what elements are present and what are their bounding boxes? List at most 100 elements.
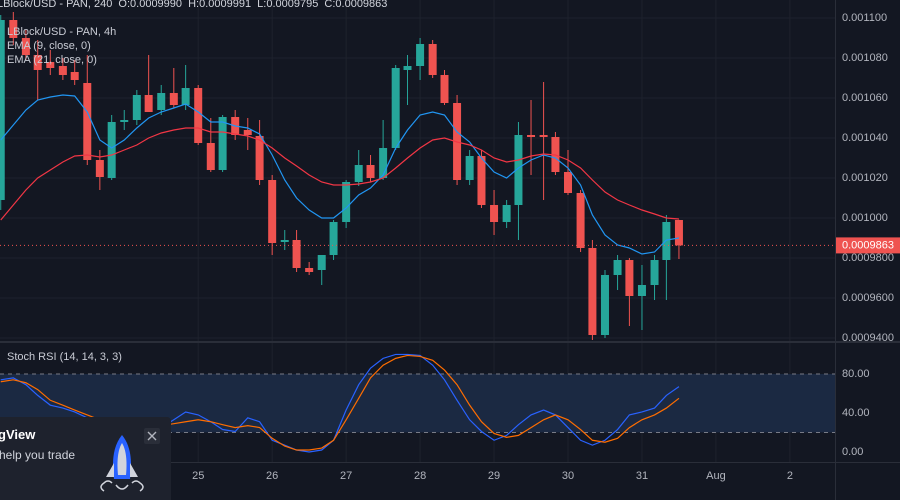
price-label-bg — [836, 237, 900, 254]
candle-body — [268, 180, 277, 243]
candle-body — [428, 44, 437, 75]
x-tick-label: 31 — [636, 470, 648, 482]
candle-body — [527, 135, 536, 137]
symbol-header: LBlock/USD - PAN, 240 O:0.0009990 H:0.00… — [0, 0, 390, 10]
candle-body — [674, 220, 683, 246]
candle-body — [329, 222, 338, 255]
candle-body — [194, 88, 203, 143]
candle-body — [58, 66, 67, 75]
y-tick-label: 0.001080 — [842, 52, 888, 64]
x-tick-label: 30 — [562, 470, 574, 482]
candle-body — [107, 122, 116, 178]
candle-body — [637, 285, 646, 296]
candle-body — [576, 193, 585, 248]
candle-body — [181, 88, 190, 105]
y-tick-label: 0.0009400 — [842, 332, 894, 344]
rocket-fins — [106, 463, 138, 477]
candle-body — [255, 136, 264, 180]
y-tick-label: 0.001020 — [842, 172, 888, 184]
candle-body — [465, 156, 474, 180]
candle-body — [70, 72, 79, 80]
ohlc-field: H:0.0009991 — [188, 0, 251, 10]
candle-body — [440, 75, 449, 103]
x-tick-label: 26 — [266, 470, 278, 482]
x-tick-label: 25 — [192, 470, 204, 482]
candle-body — [564, 172, 573, 193]
candle-body — [280, 240, 289, 242]
axes: 0.001100 0.001080 0.001060 0.001040 0.001020… — [7, 12, 900, 482]
ohlc-field: O:0.0009990 — [118, 0, 182, 10]
candle-body — [157, 93, 166, 110]
candle-body — [33, 55, 42, 70]
ohlc-value: 0.0009863 — [335, 0, 388, 10]
candle-body — [354, 165, 363, 182]
ohlc-value: 0.0009795 — [266, 0, 319, 10]
y-tick-label: 0.0009800 — [842, 252, 894, 264]
candle-body — [169, 93, 178, 105]
series-line — [0, 127, 679, 221]
candle-body — [416, 44, 425, 66]
y-tick-label: 80.00 — [842, 368, 870, 380]
rocket-icon — [100, 435, 144, 492]
y-tick-label: 0.001040 — [842, 132, 888, 144]
candle-body — [650, 260, 659, 285]
y-tick-label: 0.001060 — [842, 92, 888, 104]
ohlc-field: L:0.0009795 — [257, 0, 318, 10]
candle-body — [132, 95, 141, 120]
ohlc-label: O: — [118, 0, 131, 10]
legend-entry: EMA (9, close, 0) — [7, 40, 91, 52]
price-label: 0.0009863 — [842, 239, 894, 251]
candle-body — [514, 135, 523, 205]
candle-body — [600, 275, 609, 335]
y-tick-label: 0.001000 — [842, 212, 888, 224]
popup-title: gView — [0, 427, 36, 442]
candle-body — [342, 182, 351, 222]
candle-body — [0, 20, 5, 200]
ohlc-label: C: — [324, 0, 336, 10]
series-line — [0, 94, 680, 255]
ohlc-label: H: — [188, 0, 200, 10]
candle-body — [588, 248, 597, 335]
candle-body — [391, 68, 400, 148]
candle-body — [366, 165, 375, 178]
ohlc-value: 0.0009990 — [130, 0, 183, 10]
price-pane — [0, 12, 835, 340]
candle-body — [144, 95, 153, 112]
candle-body — [502, 205, 511, 222]
candle-body — [662, 222, 671, 260]
candle-body — [243, 130, 252, 135]
promo-popup: gView help you trade — [0, 417, 171, 500]
ohlc-value: 0.0009991 — [199, 0, 252, 10]
y-tick-label: 0.0009600 — [842, 292, 894, 304]
candle-body — [625, 260, 634, 296]
y-tick-label: 0.00 — [842, 446, 863, 458]
ohlc-label: L: — [257, 0, 267, 10]
candle-body — [21, 38, 30, 55]
candle-body — [379, 148, 388, 178]
candle-body — [477, 156, 486, 205]
rocket-window — [117, 443, 127, 475]
candle-body — [292, 240, 301, 268]
popup-text: help you trade — [0, 448, 76, 462]
close-icon[interactable] — [147, 431, 157, 441]
candle-body — [218, 117, 227, 170]
legend-entry: EMA (21, close, 0) — [7, 54, 97, 66]
symbol: LBlock/USD - PAN, 240 — [0, 0, 113, 10]
x-tick-label: 28 — [414, 470, 426, 482]
candle-body — [305, 268, 314, 272]
candle-body — [206, 143, 215, 170]
candle-body — [539, 135, 548, 137]
rocket-smoke — [100, 480, 144, 492]
legend-title: Stoch RSI (14, 14, 3, 3) — [7, 351, 122, 363]
close-button[interactable] — [144, 428, 160, 444]
x-tick-label: Aug — [706, 470, 726, 482]
candle-body — [317, 255, 326, 270]
candle-body — [46, 62, 55, 68]
legend-title: LBlock/USD - PAN, 4h — [7, 26, 116, 38]
ohlc-field: C:0.0009863 — [324, 0, 387, 10]
candle-body — [120, 120, 129, 122]
x-tick-label: 29 — [488, 470, 500, 482]
x-tick-label: 2 — [787, 470, 793, 482]
x-tick-label: 27 — [340, 470, 352, 482]
